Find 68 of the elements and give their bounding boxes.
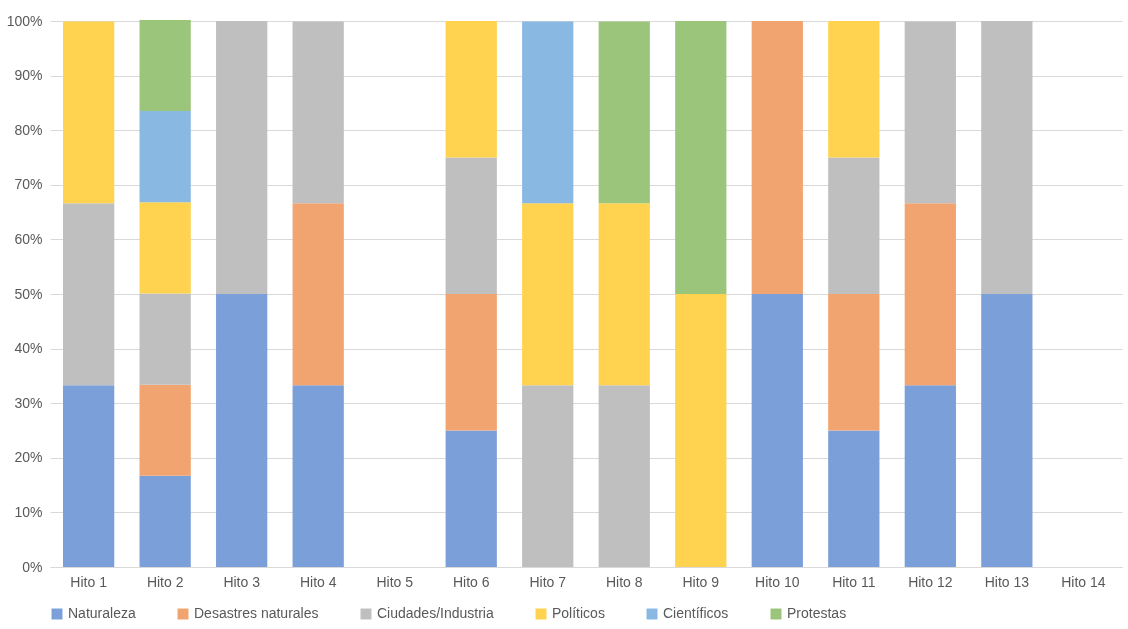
x-tick-label: Hito 14 <box>1061 573 1106 590</box>
bar <box>598 21 650 204</box>
bar <box>216 294 268 567</box>
bar <box>904 385 956 567</box>
bar <box>445 430 497 567</box>
y-tick-label: 50% <box>14 285 43 302</box>
x-tick-label: Hito 10 <box>755 573 800 590</box>
bar <box>981 21 1033 294</box>
x-tick-label: Hito 7 <box>529 573 567 590</box>
x-tick-label: Hito 5 <box>376 573 414 590</box>
y-tick-label: 30% <box>14 394 43 411</box>
bar <box>522 203 574 386</box>
y-tick-label: 20% <box>14 449 43 466</box>
bar <box>445 21 497 158</box>
bar <box>292 203 344 386</box>
legend-label: Políticos <box>552 605 605 621</box>
bar <box>216 21 268 294</box>
bar <box>139 202 191 294</box>
bar <box>522 385 574 567</box>
bar <box>598 203 650 386</box>
y-tick-label: 90% <box>14 67 43 84</box>
bar <box>522 21 574 204</box>
x-tick-label: Hito 1 <box>70 573 108 590</box>
x-tick-label: Hito 13 <box>984 573 1030 590</box>
bar <box>904 203 956 386</box>
legend-label: Protestas <box>787 605 847 621</box>
bar <box>63 21 115 204</box>
bar <box>828 21 880 158</box>
y-tick-label: 60% <box>14 230 43 247</box>
bar <box>292 385 344 567</box>
bar <box>139 475 191 567</box>
bar <box>751 21 803 294</box>
bar <box>63 385 115 567</box>
x-tick-label: Hito 6 <box>452 573 490 590</box>
x-tick-label: Hito 12 <box>908 573 953 590</box>
x-tick-label: Hito 8 <box>605 573 643 590</box>
bar <box>63 203 115 386</box>
bar <box>904 21 956 204</box>
legend-label: Ciudades/Industria <box>377 605 494 621</box>
x-tick-label: Hito 2 <box>146 573 184 590</box>
bar <box>445 294 497 431</box>
bar <box>139 293 191 385</box>
bar <box>751 294 803 567</box>
y-tick-label: 80% <box>14 121 43 138</box>
bar <box>445 157 497 294</box>
x-tick-label: Hito 3 <box>223 573 261 590</box>
bar <box>828 157 880 294</box>
bar <box>828 294 880 431</box>
bar <box>139 111 191 203</box>
x-tick-label: Hito 9 <box>682 573 720 590</box>
legend-label: Científicos <box>663 605 729 621</box>
y-tick-label: 40% <box>14 340 43 357</box>
y-tick-label: 10% <box>14 503 43 520</box>
bar <box>139 19 191 112</box>
bar <box>292 21 344 204</box>
legend-label: Desastres naturales <box>194 605 319 621</box>
x-tick-label: Hito 11 <box>832 573 876 590</box>
bar <box>828 430 880 567</box>
bar <box>981 294 1033 567</box>
y-tick-label: 100% <box>6 12 43 29</box>
bar <box>675 294 727 567</box>
legend-label: Naturaleza <box>68 605 136 621</box>
x-tick-label: Hito 4 <box>299 573 337 590</box>
y-tick-label: 0% <box>22 558 43 575</box>
bar <box>598 385 650 567</box>
y-tick-label: 70% <box>14 176 43 193</box>
bar <box>675 21 727 294</box>
bar <box>139 384 191 476</box>
